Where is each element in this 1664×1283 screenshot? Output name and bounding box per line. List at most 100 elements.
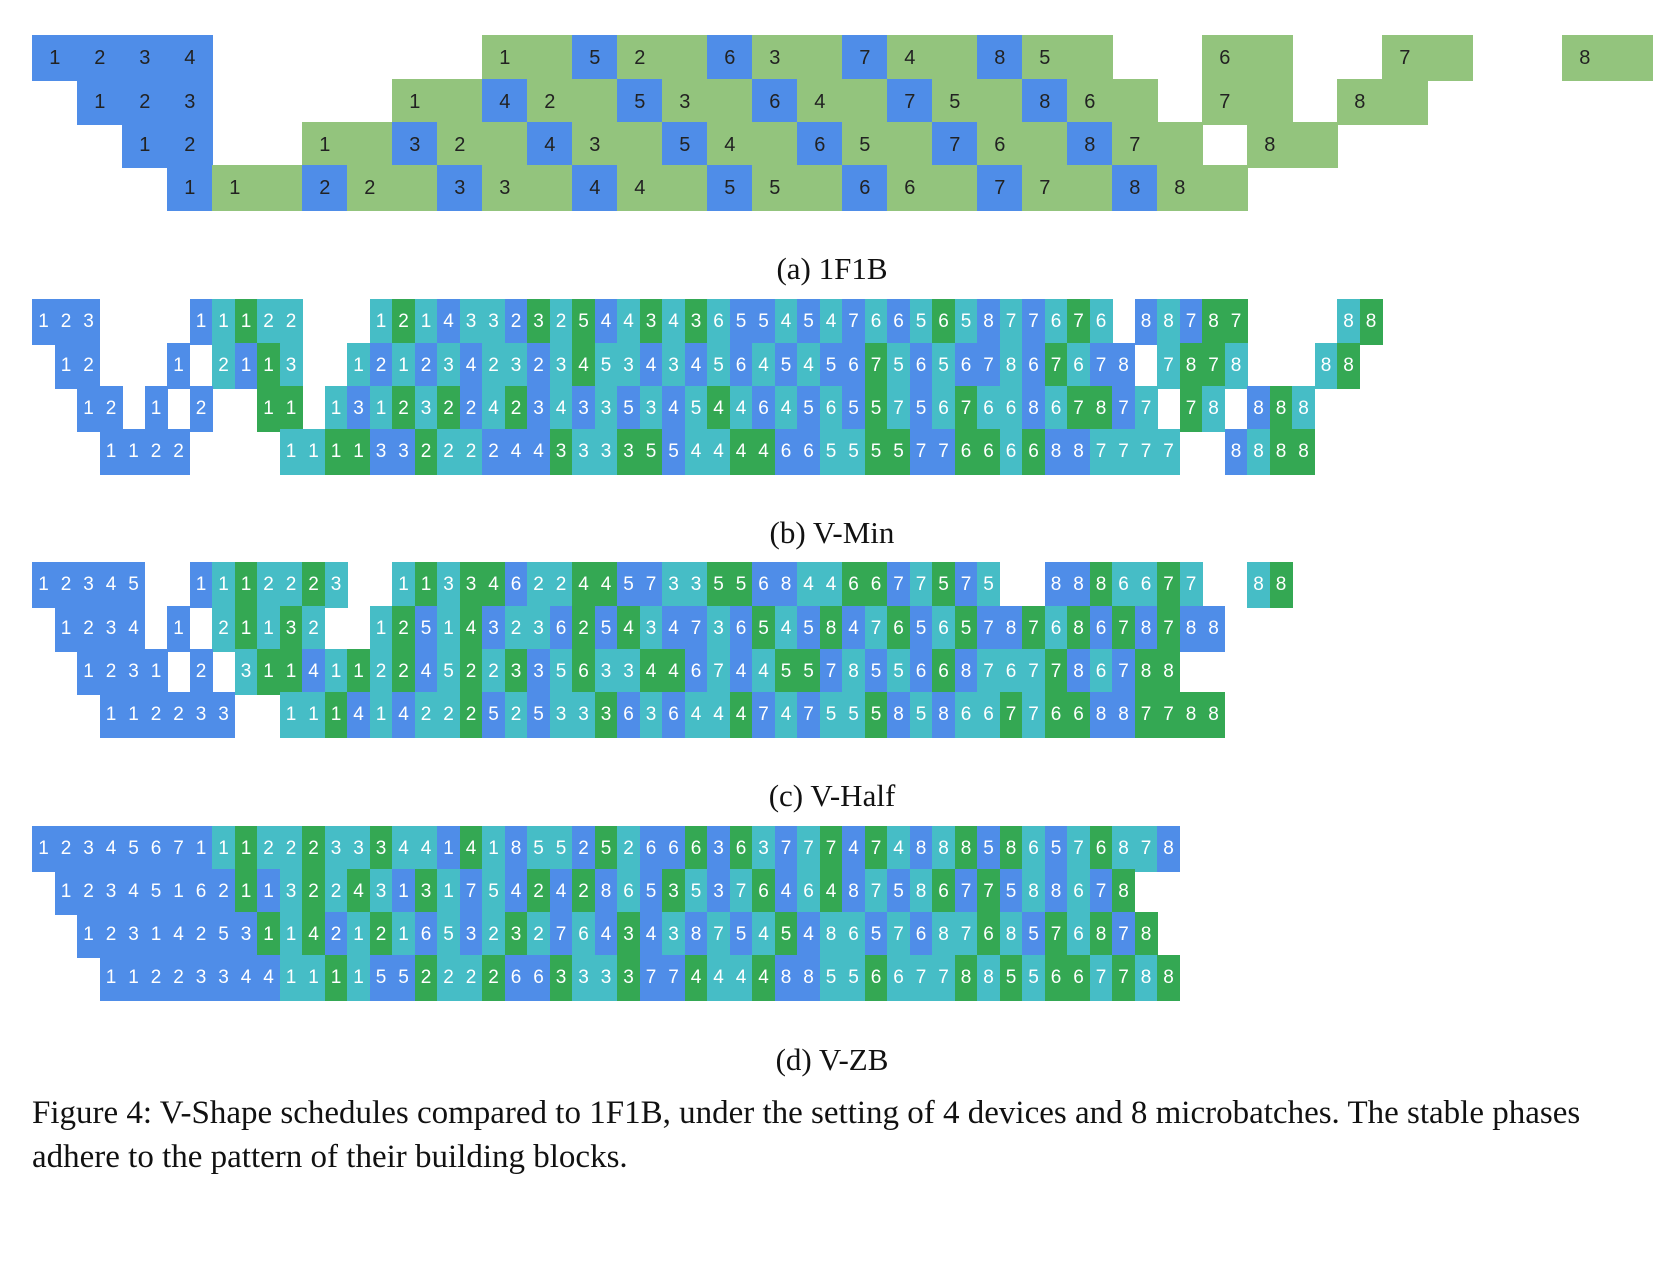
microbatch-cell: 2 <box>302 606 326 652</box>
microbatch-cell: 4 <box>729 429 753 475</box>
microbatch-cell: 7 <box>977 606 1001 652</box>
microbatch-cell: 3 <box>122 35 168 81</box>
microbatch-cell: 2 <box>437 429 461 475</box>
microbatch-cell: 8 <box>1067 649 1091 695</box>
microbatch-cell: 4 <box>707 692 731 738</box>
microbatch-cell: 6 <box>527 955 551 1001</box>
microbatch-cell: 4 <box>707 386 731 432</box>
microbatch-cell: 7 <box>1134 826 1158 872</box>
microbatch-cell: 6 <box>797 869 821 915</box>
microbatch-cell: 8 <box>594 869 618 915</box>
schedule-cell <box>977 79 1023 125</box>
microbatch-cell: 2 <box>257 562 281 608</box>
microbatch-cell: 5 <box>932 562 956 608</box>
microbatch-cell: 6 <box>504 955 528 1001</box>
microbatch-cell: 2 <box>527 912 551 958</box>
microbatch-cell: 3 <box>639 386 663 432</box>
microbatch-cell: 1 <box>302 122 348 168</box>
microbatch-cell: 3 <box>459 912 483 958</box>
microbatch-cell: 8 <box>1224 429 1248 475</box>
microbatch-cell: 3 <box>617 429 641 475</box>
microbatch-cell: 3 <box>459 299 483 345</box>
microbatch-cell: 5 <box>752 299 776 345</box>
microbatch-cell: 7 <box>954 386 978 432</box>
microbatch-cell: 1 <box>279 386 303 432</box>
microbatch-cell: 7 <box>1089 343 1113 389</box>
microbatch-cell: 1 <box>144 386 168 432</box>
microbatch-cell: 5 <box>887 429 911 475</box>
microbatch-cell: 4 <box>459 343 483 389</box>
microbatch-cell: 2 <box>504 299 528 345</box>
microbatch-cell: 7 <box>1134 429 1158 475</box>
microbatch-cell: 2 <box>257 299 281 345</box>
microbatch-cell: 8 <box>909 826 933 872</box>
microbatch-cell: 6 <box>864 299 888 345</box>
microbatch-cell: 3 <box>279 343 303 389</box>
microbatch-cell: 3 <box>77 299 101 345</box>
microbatch-cell: 4 <box>167 912 191 958</box>
microbatch-cell: 7 <box>1202 343 1226 389</box>
microbatch-cell: 6 <box>864 562 888 608</box>
microbatch-cell: 3 <box>527 386 551 432</box>
microbatch-cell: 2 <box>504 386 528 432</box>
microbatch-cell: 5 <box>954 299 978 345</box>
microbatch-cell: 3 <box>122 649 146 695</box>
microbatch-cell: 5 <box>887 869 911 915</box>
microbatch-cell: 6 <box>639 826 663 872</box>
microbatch-cell: 2 <box>437 692 461 738</box>
microbatch-cell: 7 <box>549 912 573 958</box>
microbatch-cell: 4 <box>594 912 618 958</box>
microbatch-cell: 6 <box>842 912 866 958</box>
microbatch-cell: 1 <box>347 649 371 695</box>
microbatch-cell: 6 <box>977 912 1001 958</box>
microbatch-cell: 5 <box>842 429 866 475</box>
microbatch-cell: 3 <box>392 429 416 475</box>
microbatch-cell: 2 <box>572 606 596 652</box>
microbatch-cell: 4 <box>729 955 753 1001</box>
microbatch-cell: 7 <box>842 35 888 81</box>
microbatch-cell: 6 <box>1067 79 1113 125</box>
microbatch-cell: 6 <box>549 606 573 652</box>
microbatch-cell: 8 <box>1134 955 1158 1001</box>
microbatch-cell: 3 <box>752 35 798 81</box>
microbatch-cell: 3 <box>549 692 573 738</box>
microbatch-cell: 1 <box>279 955 303 1001</box>
microbatch-cell: 7 <box>639 562 663 608</box>
microbatch-cell: 2 <box>77 343 101 389</box>
microbatch-cell: 7 <box>1202 79 1248 125</box>
microbatch-cell: 2 <box>392 606 416 652</box>
microbatch-cell: 3 <box>707 826 731 872</box>
microbatch-cell: 4 <box>774 692 798 738</box>
microbatch-cell: 2 <box>459 429 483 475</box>
microbatch-cell: 8 <box>1044 429 1068 475</box>
microbatch-cell: 6 <box>729 343 753 389</box>
microbatch-cell: 5 <box>707 562 731 608</box>
microbatch-cell: 2 <box>54 826 78 872</box>
schedule-cell <box>1607 35 1653 81</box>
microbatch-cell: 6 <box>977 429 1001 475</box>
microbatch-cell: 4 <box>662 649 686 695</box>
microbatch-cell: 3 <box>459 562 483 608</box>
microbatch-cell: 8 <box>1022 79 1068 125</box>
microbatch-cell: 6 <box>999 649 1023 695</box>
microbatch-cell: 6 <box>1089 826 1113 872</box>
microbatch-cell: 1 <box>234 299 258 345</box>
microbatch-cell: 2 <box>369 343 393 389</box>
microbatch-cell: 5 <box>369 955 393 1001</box>
microbatch-cell: 8 <box>999 826 1023 872</box>
microbatch-cell: 7 <box>1157 692 1181 738</box>
microbatch-cell: 6 <box>887 299 911 345</box>
microbatch-cell: 6 <box>1112 562 1136 608</box>
microbatch-cell: 5 <box>797 649 821 695</box>
microbatch-cell: 7 <box>977 869 1001 915</box>
microbatch-cell: 7 <box>819 649 843 695</box>
microbatch-cell: 5 <box>527 692 551 738</box>
microbatch-cell: 5 <box>864 692 888 738</box>
microbatch-cell: 4 <box>842 826 866 872</box>
microbatch-cell: 5 <box>212 912 236 958</box>
schedule-cell <box>1067 165 1113 211</box>
microbatch-cell: 8 <box>1044 869 1068 915</box>
microbatch-cell: 2 <box>167 692 191 738</box>
microbatch-cell: 5 <box>414 606 438 652</box>
